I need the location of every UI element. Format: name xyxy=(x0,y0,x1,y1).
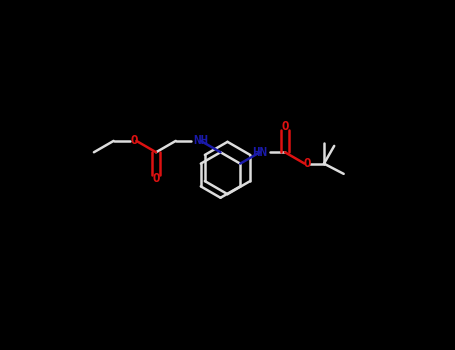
Text: O: O xyxy=(152,172,160,185)
Text: NH: NH xyxy=(193,134,208,147)
Text: O: O xyxy=(130,134,138,147)
Text: O: O xyxy=(303,157,311,170)
Text: HN: HN xyxy=(253,146,268,159)
Text: O: O xyxy=(281,120,288,133)
